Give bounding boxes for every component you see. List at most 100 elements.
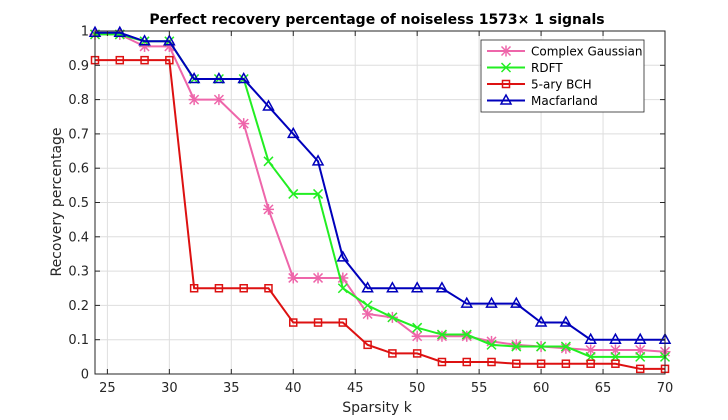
data-point [536, 341, 547, 352]
data-point [337, 283, 348, 294]
x-tick-label: 65 [595, 381, 612, 396]
data-point [113, 25, 127, 37]
chart-title: Perfect recovery percentage of noiseless… [149, 12, 604, 28]
data-point [289, 318, 298, 327]
y-tick-label: 0.6 [68, 162, 89, 177]
data-point [510, 339, 522, 351]
x-tick-label: 50 [409, 381, 426, 396]
data-point [165, 55, 174, 65]
x-tick-label: 45 [347, 381, 364, 396]
data-point [336, 250, 350, 262]
data-point [386, 281, 399, 293]
data-point [262, 203, 274, 215]
data-point [559, 315, 573, 327]
data-point [609, 332, 622, 344]
data-point [313, 318, 323, 327]
data-point [362, 300, 373, 311]
data-point [435, 281, 449, 293]
data-point [611, 359, 620, 368]
data-point [338, 318, 348, 327]
y-tick-label: 0.1 [68, 333, 89, 348]
data-point [512, 359, 521, 368]
data-point [239, 284, 248, 293]
data-point [238, 118, 250, 130]
x-tick-label: 55 [471, 381, 488, 396]
data-point [264, 284, 273, 293]
y-tick-label: 0.7 [68, 127, 89, 142]
data-point [412, 322, 423, 333]
data-point [313, 188, 324, 199]
data-point [311, 154, 325, 166]
data-point [486, 339, 497, 350]
legend-marker [499, 93, 513, 105]
data-point [511, 341, 522, 352]
data-point [510, 296, 523, 308]
x-tick-label: 60 [533, 381, 550, 396]
ticks: 25 30 35 40 45 50 55 60 65 70 0 0.1 0.2 0.3 0.4 0.5 0.6 0… [68, 25, 673, 397]
data-point [362, 308, 374, 320]
data-point [388, 349, 397, 358]
data-point [189, 284, 199, 293]
y-tick-label: 1 [81, 25, 89, 40]
legend-entry: Macfarland [487, 93, 598, 108]
legend-entry: Complex Gaussian [487, 45, 643, 59]
y-tick-label: 0.4 [68, 230, 89, 245]
y-tick-label: 0.3 [68, 265, 89, 280]
legend-marker [501, 79, 511, 89]
data-point [436, 329, 447, 340]
data-point [387, 312, 398, 323]
y-tick-label: 0.9 [68, 59, 89, 74]
data-point [561, 359, 571, 368]
x-tick-label: 70 [657, 381, 674, 396]
data-point [462, 357, 471, 367]
x-axis-label: Sparsity k [342, 400, 413, 416]
data-point [361, 281, 374, 293]
y-axis-label: Recovery percentage [49, 127, 65, 276]
data-point [560, 341, 571, 352]
data-point [286, 126, 300, 139]
data-point [460, 296, 474, 308]
data-point [633, 332, 647, 344]
legend-entry: RDFT [487, 61, 563, 75]
data-point [312, 272, 324, 284]
data-point [163, 34, 176, 46]
data-point [437, 357, 447, 367]
x-tick-label: 35 [223, 381, 240, 396]
data-point [436, 330, 448, 342]
series-layer [88, 25, 672, 374]
data-point [534, 315, 548, 327]
data-point [237, 71, 250, 84]
y-tick-label: 0.8 [68, 93, 89, 108]
legend: Complex Gaussian RDFT 5-ary BCH Macfarland [480, 39, 645, 113]
legend-marker [500, 62, 512, 73]
data-point [485, 296, 498, 308]
legend-label: Complex Gaussian [531, 45, 643, 59]
data-point [287, 272, 299, 284]
legend-label: Macfarland [531, 94, 598, 108]
y-tick-label: 0.5 [68, 196, 89, 211]
data-point [188, 94, 200, 106]
y-tick-label: 0 [81, 368, 89, 383]
x-tick-label: 30 [161, 381, 178, 396]
data-point [461, 329, 472, 340]
data-point [560, 342, 572, 354]
x-tick-label: 40 [285, 381, 302, 396]
data-point [262, 99, 275, 111]
data-point [138, 34, 151, 46]
y-tick-label: 0.2 [68, 299, 89, 314]
data-point [213, 94, 225, 106]
data-point [410, 281, 424, 293]
legend-label: RDFT [531, 61, 563, 75]
data-point [536, 359, 546, 368]
data-point [412, 349, 422, 358]
x-tick-label: 25 [99, 381, 116, 396]
data-point [363, 340, 372, 350]
data-point [635, 351, 646, 362]
data-point [212, 71, 226, 84]
legend-label: 5-ary BCH [531, 78, 592, 92]
data-point [288, 188, 299, 199]
data-point [263, 156, 274, 167]
data-point [584, 332, 597, 344]
data-point [115, 55, 125, 65]
